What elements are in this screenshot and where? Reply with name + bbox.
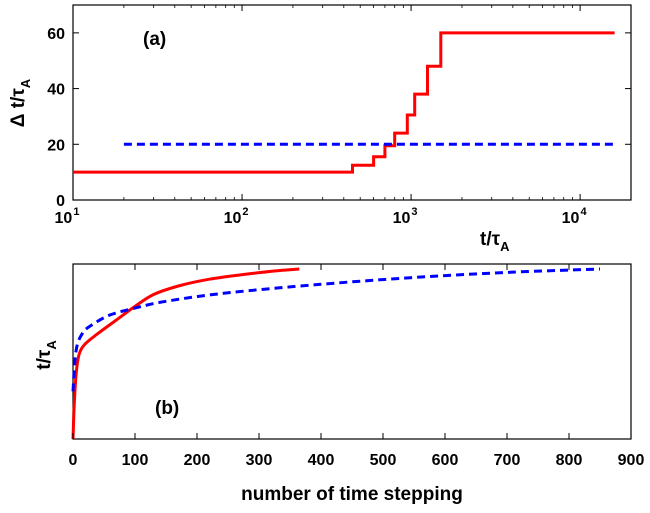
panel-b: 0 100 200 300 400 500 600 700 800 900 (b) number … — [34, 263, 645, 505]
panel-b-x-tick-label: 800 — [556, 452, 583, 469]
panel-b-x-tick-label: 900 — [618, 452, 645, 469]
panel-b-x-tick-label: 200 — [184, 452, 211, 469]
panel-b-x-tick-label: 300 — [246, 452, 273, 469]
panel-a-y-tick-label: 20 — [47, 137, 65, 154]
panel-a-x-axis-label: t/τA — [480, 229, 510, 254]
panel-a-x-tick-label: 103 — [393, 206, 418, 227]
panel-a-series — [73, 31, 615, 174]
panel-b-axes-box — [72, 263, 632, 440]
panel-a-y-tick-label: 0 — [56, 193, 65, 210]
panel-a-x-tick-label: 102 — [224, 206, 249, 227]
panel-b-series-line-1 — [71, 267, 300, 440]
panel-a-label: (a) — [143, 29, 166, 50]
panel-b-x-axis-label: number of time stepping — [241, 484, 463, 505]
panel-a-x-tick-label: 104 — [562, 206, 588, 227]
panel-b-series-line-2 — [71, 267, 601, 392]
panel-b-x-tick-label: 500 — [370, 452, 397, 469]
panel-b-x-tick-label: 0 — [69, 452, 78, 469]
panel-b-series — [71, 267, 601, 440]
panel-b-x-tick-label: 600 — [432, 452, 459, 469]
panel-a-y-tick-label: 40 — [47, 82, 65, 99]
panel-b-x-tick-label: 100 — [122, 452, 149, 469]
panel-a-y-axis-label: Δ t/τA — [8, 78, 33, 127]
panel-b-y-axis-label: t/τA — [34, 340, 59, 370]
panel-b-label: (b) — [155, 398, 179, 419]
panel-b-x-tick-label: 400 — [308, 452, 335, 469]
panel-a-y-ticks: 0 20 40 60 — [47, 26, 631, 210]
panel-a-y-tick-label: 60 — [47, 26, 65, 43]
panel-b-x-tick-label: 700 — [494, 452, 521, 469]
panel-a-series-line-1 — [73, 31, 615, 174]
panel-b-x-ticks: 0 100 200 300 400 500 600 700 800 900 — [69, 264, 645, 469]
